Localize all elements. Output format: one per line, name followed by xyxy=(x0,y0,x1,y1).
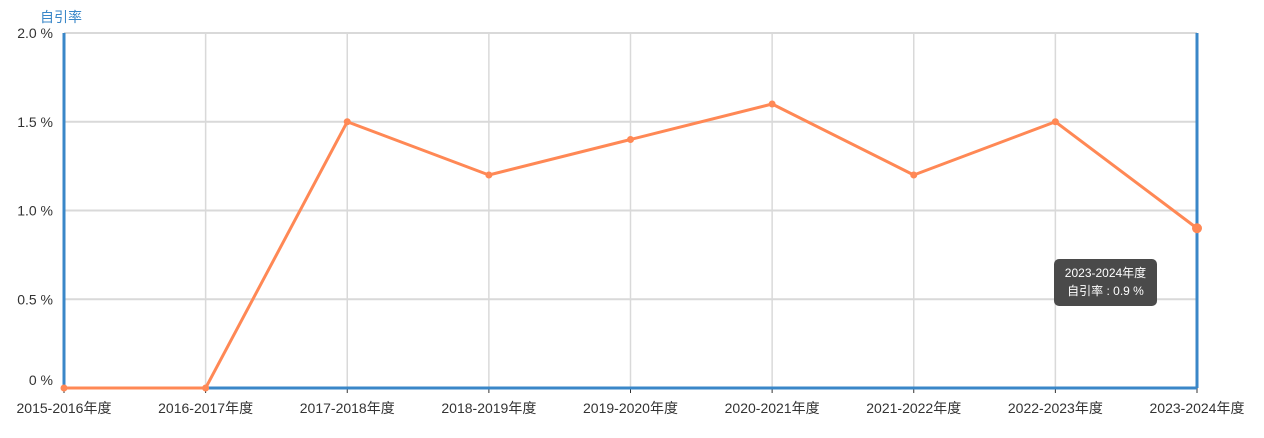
data-point xyxy=(60,384,68,392)
y-tick-label: 0 % xyxy=(29,372,53,388)
data-point xyxy=(485,171,493,179)
data-point xyxy=(768,100,776,108)
x-tick-label: 2016-2017年度 xyxy=(158,400,253,416)
data-point xyxy=(1192,223,1202,234)
x-tick-label: 2023-2024年度 xyxy=(1150,400,1245,416)
x-tick-label: 2015-2016年度 xyxy=(17,400,112,416)
x-tick-label: 2018-2019年度 xyxy=(441,400,536,416)
x-tick-label: 2022-2023年度 xyxy=(1008,400,1103,416)
data-point xyxy=(202,384,210,392)
tooltip-value: 自引率 : 0.9 % xyxy=(1067,284,1144,298)
x-tick-label: 2021-2022年度 xyxy=(866,400,961,416)
data-point xyxy=(343,118,351,126)
data-point xyxy=(627,136,634,143)
x-tick-label: 2019-2020年度 xyxy=(583,400,678,416)
x-tick-label: 2020-2021年度 xyxy=(725,400,820,416)
y-axis-title: 自引率 xyxy=(40,9,82,25)
x-tick-label: 2017-2018年度 xyxy=(300,400,395,416)
data-point xyxy=(1051,118,1059,126)
y-tick-label: 1.0 % xyxy=(17,203,53,219)
tooltip-title: 2023-2024年度 xyxy=(1064,266,1147,280)
y-tick-label: 0.5 % xyxy=(17,291,53,307)
y-tick-label: 2.0 % xyxy=(17,25,53,41)
y-tick-label: 1.5 % xyxy=(17,114,53,130)
data-point xyxy=(910,171,918,179)
tooltip: 2023-2024年度 自引率 : 0.9 % xyxy=(1054,259,1157,306)
